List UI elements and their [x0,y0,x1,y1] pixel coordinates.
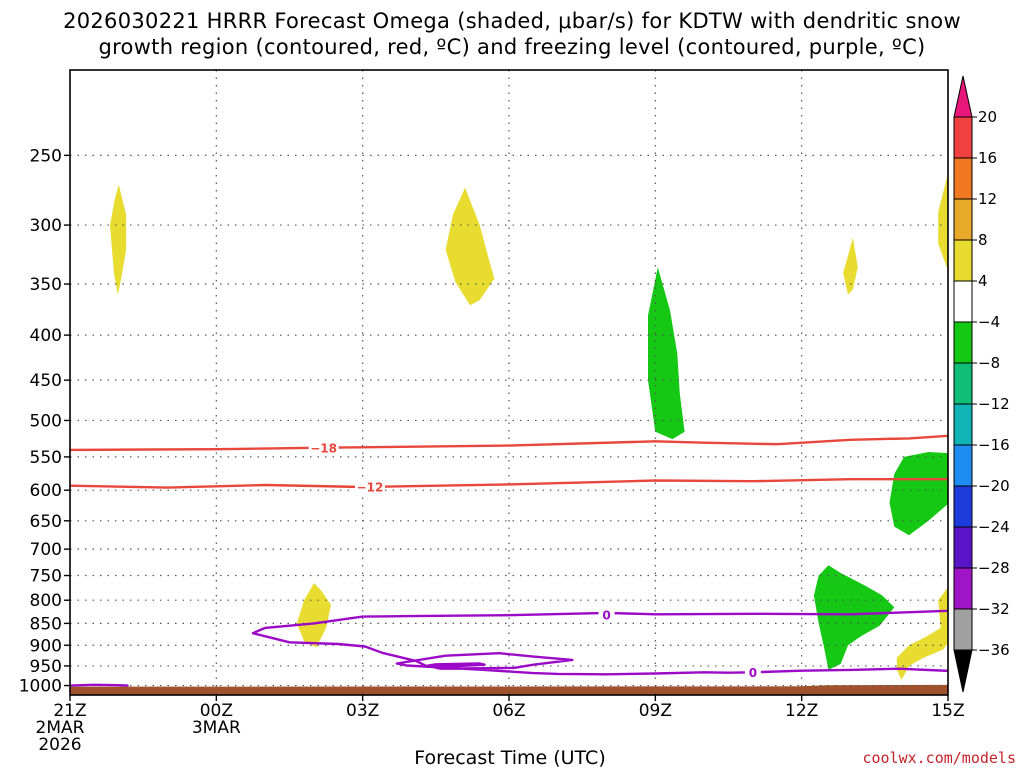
y-tick-label-850: 850 [30,614,62,634]
omega-region-1 [110,184,127,295]
contour-label-dendritic-lower: −18 [310,441,337,455]
colorbar-label-9: −20 [978,477,1010,495]
contour-label-bg-dendritic-upper [354,479,385,494]
x-tick-label-18: 15Z [931,701,964,721]
colorbar-label-11: −28 [978,559,1010,577]
x-tick-label-6: 03Z [346,701,379,721]
colorbar-label-2: 12 [978,190,997,208]
omega-region-5 [296,583,331,648]
colorbar-swatch-9 [953,444,973,487]
colorbar-swatch-7 [953,362,973,405]
colorbar-label-12: −32 [978,600,1010,618]
colorbar-label-1: 16 [978,149,997,167]
colorbar-label-8: −16 [978,436,1010,454]
colorbar-label-0: 20 [978,108,997,126]
y-tick-label-500: 500 [30,411,62,431]
credit-link[interactable]: coolwx.com/models [862,749,1016,767]
colorbar-label-13: −36 [978,641,1010,659]
colorbar-swatch-10 [953,485,973,528]
contour-layer: −18 −12 0 0 [70,434,948,687]
ground-terrain [70,684,948,695]
contour-label-dendritic-upper: −12 [357,480,384,494]
colorbar-cap-bottom [953,649,973,693]
omega-region-2 [445,187,495,306]
colorbar-swatch-1 [953,116,973,159]
y-tick-label-650: 650 [30,512,62,532]
y-tick-label-300: 300 [30,216,62,236]
colorbar-swatch-5 [953,280,973,323]
contour-label-freezing-loop: 0 [749,666,757,680]
x-tick-label-15: 12Z [785,701,818,721]
contour-freezing-main [251,609,948,676]
colorbar-swatch-2 [953,157,973,200]
colorbar-label-10: −24 [978,518,1010,536]
contour-label-freezing-main: 0 [602,609,610,623]
y-tick-label-700: 700 [30,540,62,560]
axis-layer: 2503003504004505005506006507007508008509… [19,69,965,755]
contour-label-bg-freezing-loop [744,665,761,680]
omega-region-3 [843,237,858,295]
chart-title-line2: growth region (contoured, red, ºC) and f… [98,35,926,59]
x-tick-label-9: 06Z [492,701,525,721]
x-tick-label-12: 09Z [639,701,672,721]
contour-label-bg-dendritic-lower [308,440,339,455]
y-tick-label-950: 950 [30,657,62,677]
chart-title: 2026030221 HRRR Forecast Omega (shaded, … [0,8,1024,60]
contour-dendritic-lower [70,434,948,452]
y-tick-label-350: 350 [30,275,62,295]
colorbar-label-4: 4 [978,272,988,290]
y-tick-label-450: 450 [30,371,62,391]
y-tick-label-550: 550 [30,448,62,468]
colorbar-label-6: −8 [978,354,1000,372]
x-tick-label-0: 21Z 2MAR 2026 [36,701,87,755]
colorbar-label-7: −12 [978,395,1010,413]
omega-region-4 [938,173,948,271]
y-tick-label-400: 400 [30,326,62,346]
omega-region-7 [648,267,685,440]
x-axis-label: Forecast Time (UTC) [414,747,605,768]
colorbar-swatch-11 [953,526,973,569]
x-tick-label-3: 00Z 3MAR [192,701,241,738]
y-tick-label-250: 250 [30,146,62,166]
colorbar-swatch-8 [953,403,973,446]
colorbar-label-5: −4 [978,313,1000,331]
colorbar-swatch-3 [953,198,973,241]
contour-label-bg-freezing-main [598,608,615,623]
contour-freezing-loop [425,662,486,668]
colorbar-cap-top [953,75,973,118]
colorbar-label-3: 8 [978,231,988,249]
y-tick-label-1000: 1000 [19,677,62,697]
contour-dendritic-upper [70,478,948,489]
chart-title-line1: 2026030221 HRRR Forecast Omega (shaded, … [63,9,961,33]
omega-region-8 [889,452,948,536]
colorbar-swatch-12 [953,567,973,610]
y-tick-label-600: 600 [30,481,62,501]
colorbar-swatch-13 [953,608,973,651]
terrain-layer [70,684,948,695]
omega-region-9 [813,565,895,670]
omega-shading-layer [110,173,948,680]
y-tick-label-750: 750 [30,567,62,587]
omega-region-6 [896,587,948,680]
y-tick-label-800: 800 [30,591,62,611]
colorbar: 20 16 12 8 4 −4 −8 −12 −16 −20 −24 −28 −32 −36 [953,75,1010,693]
y-tick-label-900: 900 [30,636,62,656]
colorbar-swatch-6 [953,321,973,364]
contour-freezing-surface [70,683,129,687]
colorbar-swatch-4 [953,239,973,282]
